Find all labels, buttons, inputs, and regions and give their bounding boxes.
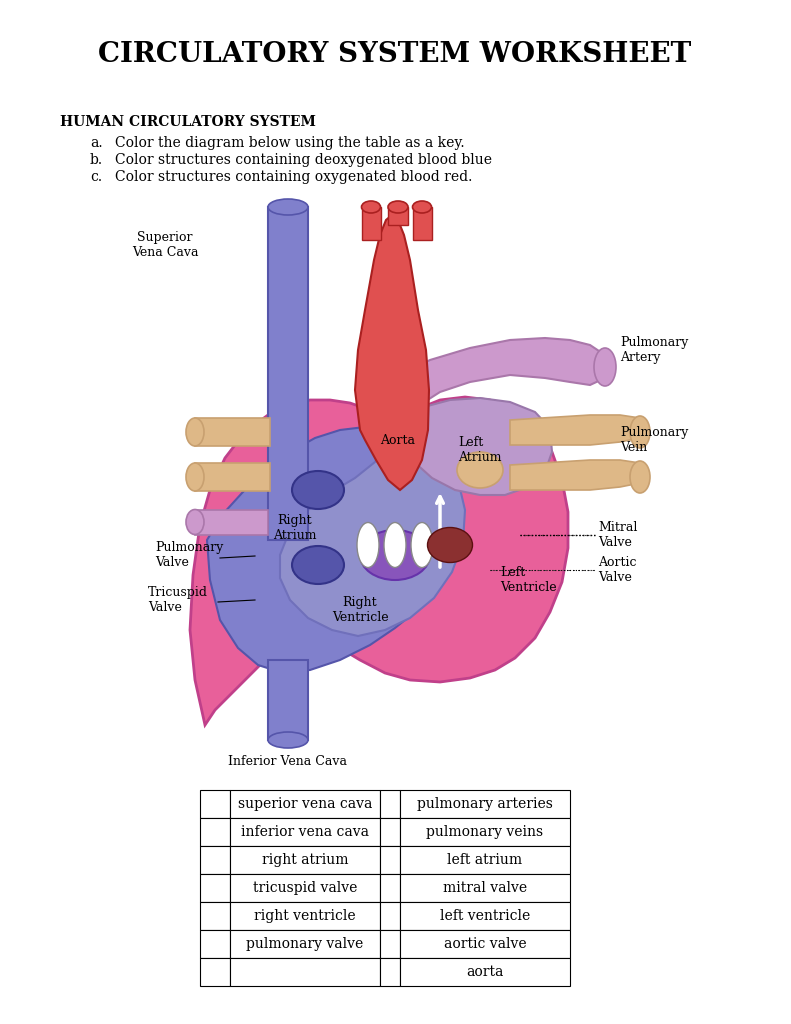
Text: Pulmonary
Artery: Pulmonary Artery	[620, 336, 688, 364]
Text: tricuspid valve: tricuspid valve	[253, 881, 358, 895]
Text: Color the diagram below using the table as a key.: Color the diagram below using the table …	[115, 136, 464, 150]
Bar	[400, 818, 570, 846]
Text: right atrium: right atrium	[262, 853, 348, 867]
Text: superior vena cava: superior vena cava	[238, 797, 373, 811]
Ellipse shape	[384, 522, 406, 567]
Text: Aorta: Aorta	[380, 433, 415, 446]
Text: c.: c.	[90, 170, 102, 184]
Bar	[400, 846, 570, 874]
Bar	[230, 818, 380, 846]
Ellipse shape	[186, 510, 204, 535]
Polygon shape	[195, 418, 270, 446]
Ellipse shape	[268, 732, 308, 748]
Text: pulmonary arteries: pulmonary arteries	[417, 797, 553, 811]
Bar	[200, 846, 230, 874]
Polygon shape	[390, 398, 552, 495]
Ellipse shape	[268, 199, 308, 215]
Bar	[400, 902, 570, 930]
Bar	[200, 818, 230, 846]
Ellipse shape	[292, 546, 344, 584]
Text: aortic valve: aortic valve	[444, 937, 526, 951]
Bar	[400, 874, 570, 902]
Bar	[380, 874, 400, 902]
Ellipse shape	[594, 348, 616, 386]
Polygon shape	[413, 207, 432, 240]
Text: aorta: aorta	[467, 965, 504, 979]
Ellipse shape	[427, 527, 472, 562]
Polygon shape	[207, 427, 450, 672]
Bar	[400, 958, 570, 986]
Bar	[380, 790, 400, 818]
Bar	[230, 902, 380, 930]
Ellipse shape	[388, 201, 408, 213]
Text: inferior vena cava: inferior vena cava	[241, 825, 369, 839]
Polygon shape	[388, 207, 408, 225]
Text: mitral valve: mitral valve	[443, 881, 527, 895]
Polygon shape	[268, 207, 308, 540]
Polygon shape	[388, 338, 605, 418]
Bar	[380, 846, 400, 874]
Text: pulmonary valve: pulmonary valve	[246, 937, 364, 951]
Ellipse shape	[186, 463, 204, 490]
Text: pulmonary veins: pulmonary veins	[426, 825, 543, 839]
Bar	[400, 930, 570, 958]
Ellipse shape	[411, 522, 433, 567]
Bar	[230, 958, 380, 986]
Text: Color structures containing deoxygenated blood blue: Color structures containing deoxygenated…	[115, 153, 492, 167]
Bar	[200, 930, 230, 958]
Polygon shape	[510, 460, 640, 490]
Text: HUMAN CIRCULATORY SYSTEM: HUMAN CIRCULATORY SYSTEM	[60, 115, 316, 129]
Bar	[200, 790, 230, 818]
Text: CIRCULATORY SYSTEM WORKSHEET: CIRCULATORY SYSTEM WORKSHEET	[98, 42, 691, 69]
Text: left atrium: left atrium	[448, 853, 523, 867]
Bar	[380, 930, 400, 958]
Text: Left
Ventricle: Left Ventricle	[500, 566, 557, 594]
Ellipse shape	[630, 461, 650, 493]
Bar	[230, 790, 380, 818]
Polygon shape	[280, 432, 465, 636]
Polygon shape	[268, 660, 308, 740]
Polygon shape	[195, 510, 268, 535]
Polygon shape	[195, 463, 270, 490]
Text: Color structures containing oxygenated blood red.: Color structures containing oxygenated b…	[115, 170, 472, 184]
Polygon shape	[355, 215, 429, 490]
Bar	[200, 874, 230, 902]
Text: Aortic
Valve: Aortic Valve	[598, 556, 637, 584]
Text: Inferior Vena Cava: Inferior Vena Cava	[229, 755, 347, 768]
Polygon shape	[190, 397, 568, 725]
Ellipse shape	[357, 522, 379, 567]
Text: Pulmonary
Valve: Pulmonary Valve	[155, 541, 223, 569]
Polygon shape	[362, 207, 381, 240]
Text: b.: b.	[90, 153, 103, 167]
Bar	[230, 874, 380, 902]
Bar	[230, 846, 380, 874]
Ellipse shape	[412, 201, 432, 213]
Ellipse shape	[292, 471, 344, 509]
Ellipse shape	[360, 530, 430, 580]
Text: Mitral
Valve: Mitral Valve	[598, 521, 638, 549]
Ellipse shape	[630, 416, 650, 449]
Polygon shape	[510, 415, 640, 445]
Text: Right
Ventricle: Right Ventricle	[331, 596, 388, 624]
Text: Superior
Vena Cava: Superior Vena Cava	[132, 231, 199, 259]
Text: Tricuspid
Valve: Tricuspid Valve	[148, 586, 208, 614]
Text: a.: a.	[90, 136, 103, 150]
Bar	[380, 818, 400, 846]
Bar	[230, 930, 380, 958]
Ellipse shape	[361, 201, 380, 213]
Text: right ventricle: right ventricle	[254, 909, 356, 923]
Bar	[200, 902, 230, 930]
Text: Right
Atrium: Right Atrium	[273, 514, 316, 542]
Text: Pulmonary
Vein: Pulmonary Vein	[620, 426, 688, 454]
Bar	[380, 958, 400, 986]
Bar	[200, 958, 230, 986]
Bar	[380, 902, 400, 930]
Text: Left
Atrium: Left Atrium	[458, 436, 501, 464]
Bar	[400, 790, 570, 818]
Ellipse shape	[186, 418, 204, 446]
Ellipse shape	[457, 452, 503, 488]
Text: left ventricle: left ventricle	[440, 909, 530, 923]
